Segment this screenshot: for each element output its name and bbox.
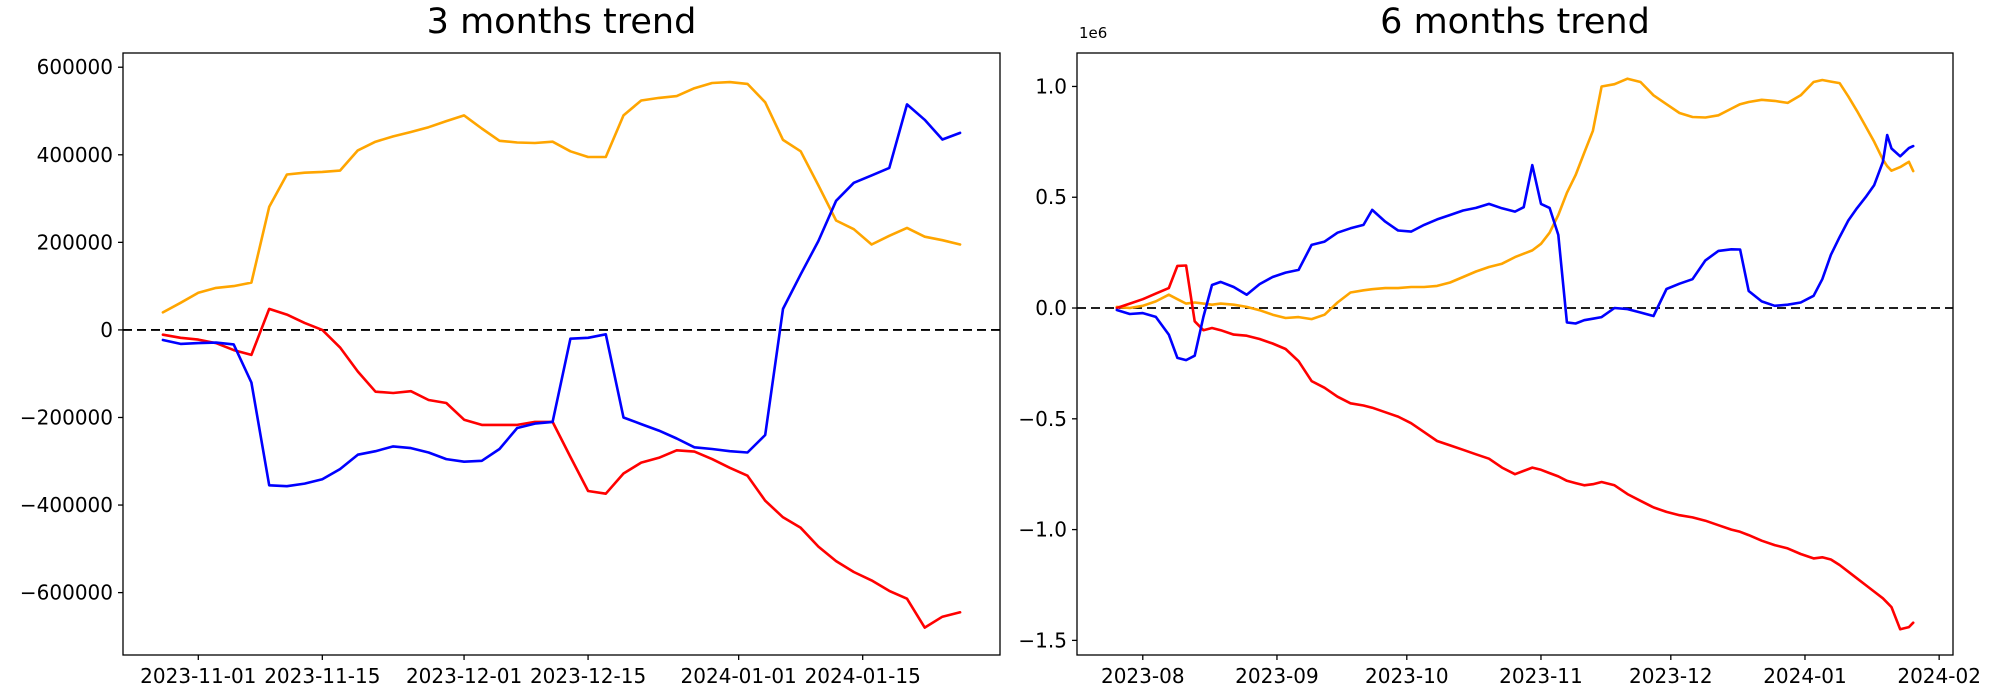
x-tick-label: 2023-09 [1235,664,1319,688]
y-tick-label: 1.0 [1035,74,1067,98]
plot-frame [1076,52,1954,656]
series-line-orange [1115,77,1915,321]
y-tick-label: 0.5 [1035,185,1067,209]
y-tick-label: 0.0 [1035,296,1067,320]
y-tick-label: −0.5 [1018,407,1067,431]
chart-title-3-months: 3 months trend [426,2,697,42]
series-line-orange [161,80,962,314]
y-tick-label: −600000 [20,581,113,605]
x-tick-label: 2023-11-15 [264,664,380,688]
y-tick-label: −1.5 [1018,628,1067,652]
x-tick-label: 2024-01-15 [805,664,921,688]
x-tick-label: 2023-11 [1499,664,1583,688]
x-tick-label: 2024-02 [1897,664,1981,688]
y-tick-label: 400000 [37,143,113,167]
plot-frame [122,52,1001,656]
x-tick-label: 2023-10 [1365,664,1449,688]
y-tick-label: −200000 [20,405,113,429]
y-tick-label: 0 [100,318,113,342]
series-line-blue [1115,133,1915,362]
series-line-red [161,307,962,629]
x-tick-label: 2023-08 [1101,664,1185,688]
y-tick-label: 600000 [37,55,113,79]
x-tick-label: 2024-01-01 [681,664,797,688]
y-tick-label: 200000 [37,230,113,254]
chart-title-6-months: 6 months trend [1380,2,1650,42]
y-tick-label: −400000 [20,493,113,517]
series-line-blue [161,103,962,488]
x-tick-label: 2023-12-01 [406,664,522,688]
y-tick-label: −1.0 [1018,518,1067,542]
x-tick-label: 2023-12-15 [530,664,646,688]
series-line-red [1115,264,1915,631]
x-tick-label: 2023-12 [1629,664,1713,688]
x-tick-label: 2023-11-01 [140,664,256,688]
y-axis-offset-label: 1e6 [1079,24,1108,42]
x-tick-label: 2024-01 [1763,664,1847,688]
